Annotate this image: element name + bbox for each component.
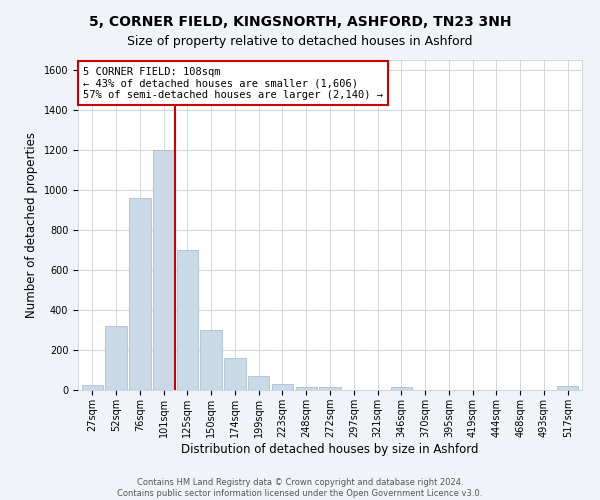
Bar <box>296 387 317 390</box>
Bar <box>200 330 222 390</box>
Text: 5, CORNER FIELD, KINGSNORTH, ASHFORD, TN23 3NH: 5, CORNER FIELD, KINGSNORTH, ASHFORD, TN… <box>89 15 511 29</box>
Y-axis label: Number of detached properties: Number of detached properties <box>25 132 38 318</box>
Bar <box>153 150 174 390</box>
Bar <box>176 250 198 390</box>
Bar <box>106 326 127 390</box>
Bar <box>82 385 103 390</box>
Text: Size of property relative to detached houses in Ashford: Size of property relative to detached ho… <box>127 35 473 48</box>
Bar <box>272 384 293 390</box>
Bar <box>319 387 341 390</box>
X-axis label: Distribution of detached houses by size in Ashford: Distribution of detached houses by size … <box>181 442 479 456</box>
Bar <box>557 386 578 390</box>
Bar <box>391 387 412 390</box>
Bar <box>129 198 151 390</box>
Text: Contains HM Land Registry data © Crown copyright and database right 2024.
Contai: Contains HM Land Registry data © Crown c… <box>118 478 482 498</box>
Bar <box>224 358 245 390</box>
Bar <box>248 376 269 390</box>
Text: 5 CORNER FIELD: 108sqm
← 43% of detached houses are smaller (1,606)
57% of semi-: 5 CORNER FIELD: 108sqm ← 43% of detached… <box>83 66 383 100</box>
